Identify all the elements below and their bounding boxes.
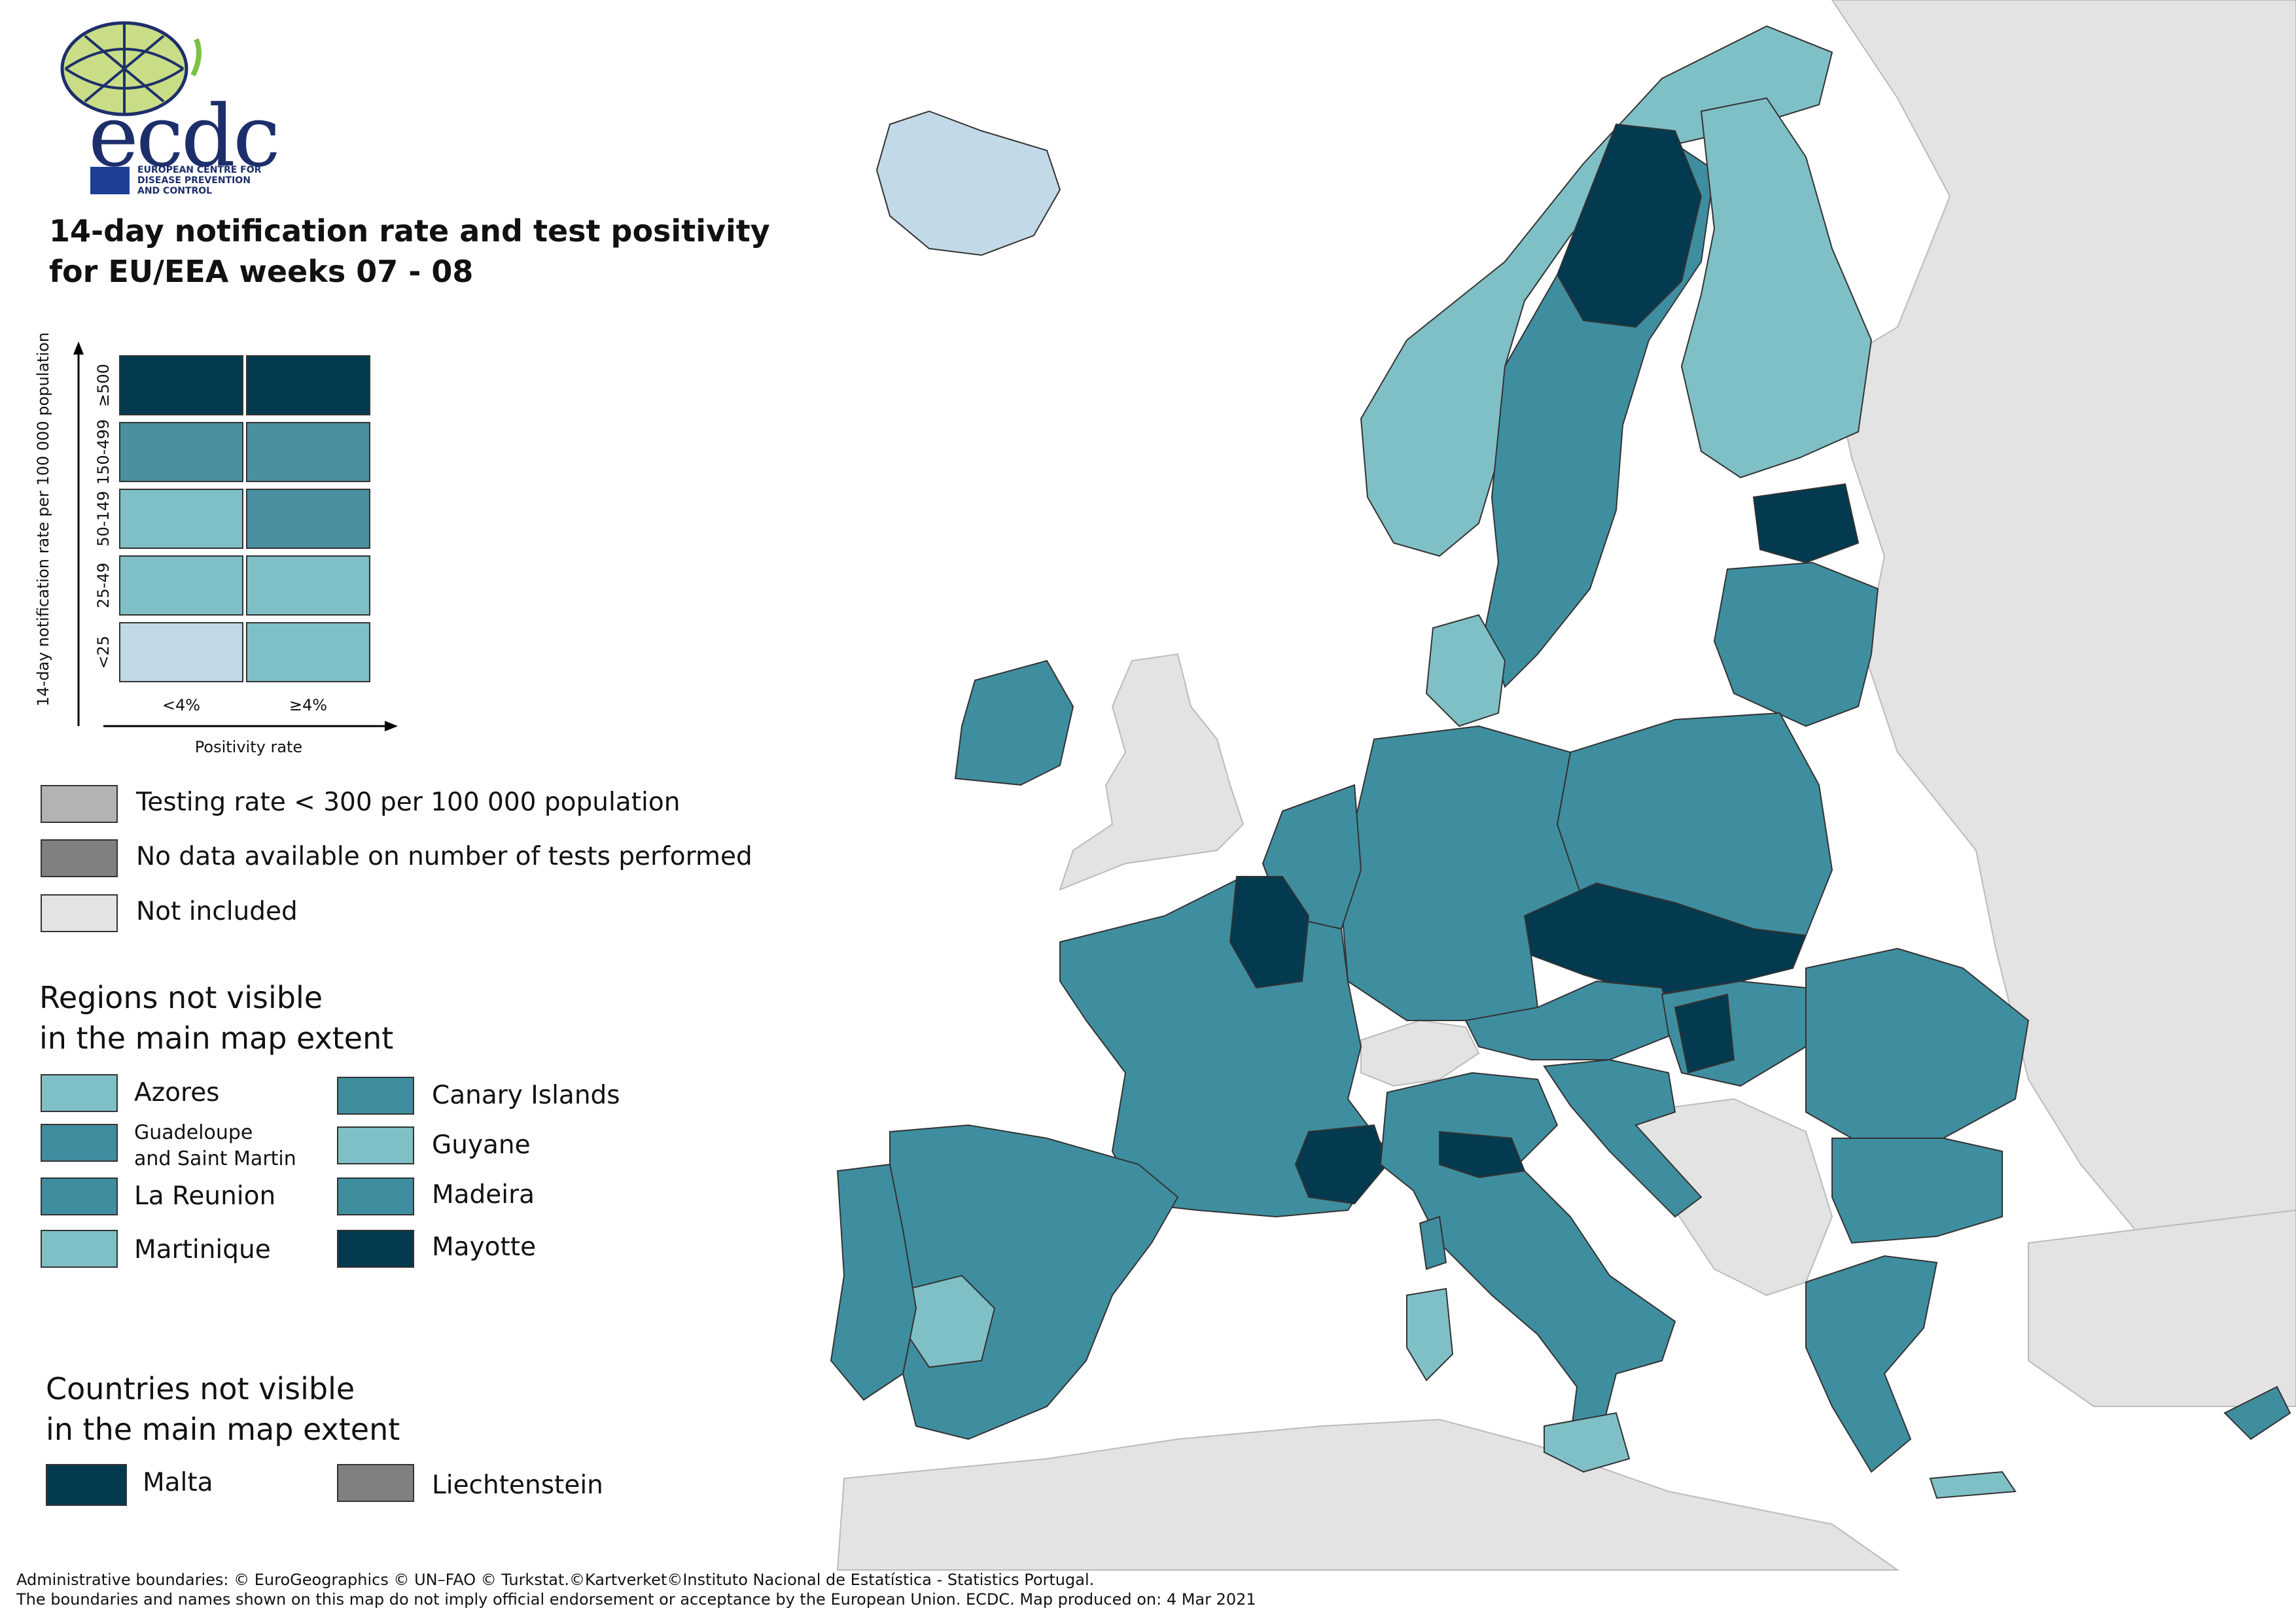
finland-region [1680,97,1873,479]
eu-countries [830,25,2291,1499]
swatch-martinique [41,1230,118,1268]
bivariate-cell [119,422,243,482]
france-dark-region-north [1229,876,1310,989]
logo-subtitle-line2: DISEASE PREVENTION [137,175,251,186]
label-guyane: Guyane [432,1130,531,1160]
swatch-mayotte [337,1230,414,1268]
bivariate-cell [119,622,243,682]
greece-region [1805,1255,1938,1473]
corsica-region [1419,1215,1447,1270]
ireland-region [954,659,1074,786]
hungary-dark-region [1674,993,1735,1074]
label-guadeloupe: Guadeloupe and Saint Martin [134,1120,296,1172]
swatch-madeira [337,1177,414,1215]
bivariate-cell [246,555,370,616]
bivariate-cell [246,355,370,415]
bivariate-cell [246,422,370,482]
title-line2: for EU/EEA weeks 07 - 08 [49,254,474,289]
label-guadeloupe-line1: Guadeloupe [134,1121,253,1144]
bivariate-cell [119,355,243,415]
ecdc-globe-logo [60,21,202,116]
north-africa-region [836,1418,1900,1571]
map-title: 14-day notification rate and test positi… [49,211,821,292]
crete-region [1929,1471,2017,1499]
label-liechtenstein: Liechtenstein [432,1471,603,1500]
col-label: <4% [162,696,201,714]
label-guadeloupe-line2: and Saint Martin [134,1147,296,1170]
turkey-region [2028,1209,2296,1407]
france-dark-region-south [1294,1124,1388,1205]
croatia-region [1543,1058,1703,1218]
swatch-liechtenstein [337,1464,414,1502]
swatch-canary-islands [337,1077,414,1115]
baltics-region [1713,561,1879,727]
estonia-region [1752,483,1860,564]
row-label: ≥500 [94,364,113,407]
legend-no-data: No data available on number of tests per… [136,842,752,871]
label-la-reunion: La Reunion [134,1181,276,1211]
iceland-region [875,110,1061,256]
italy-dark-region [1439,1130,1526,1179]
x-axis-label: Positivity rate [194,738,303,756]
logo-subtitle-line1: EUROPEAN CENTRE FOR [137,165,262,175]
switzerland-region [1360,1019,1480,1087]
row-label: <25 [94,635,113,669]
bivariate-cell [119,555,243,616]
regions-section-title: Regions not visible in the main map exte… [39,977,393,1058]
germany-region [1340,725,1585,1021]
swatch-azores [41,1074,118,1112]
footer: Administrative boundaries: © EuroGeograp… [16,1570,1256,1609]
bivariate-cell [119,489,243,549]
romania-region [1805,947,2030,1139]
swatch-la-reunion [41,1177,118,1215]
legend-swatch-no-data [41,839,118,877]
regions-title-line2: in the main map extent [39,1020,394,1056]
legend-swatch-low-testing [41,785,118,823]
uk-region [1059,653,1245,891]
regions-title-line1: Regions not visible [39,980,323,1015]
countries-section-title: Countries not visible in the main map ex… [46,1368,400,1450]
y-axis-label: 14-day notification rate per 100 000 pop… [34,332,52,706]
swatch-malta [46,1464,127,1506]
portugal-region [830,1163,917,1401]
row-label: 150-499 [94,419,113,485]
legend-low-testing: Testing rate < 300 per 100 000 populatio… [136,788,680,817]
czechia-slovakia-region [1523,882,1807,996]
sicily-region [1544,1412,1631,1473]
row-label: 25-49 [94,563,113,608]
logo-subtitle: EUROPEAN CENTRE FOR DISEASE PREVENTION A… [137,165,261,196]
swatch-guadeloupe [41,1124,118,1162]
cyprus-region [2223,1386,2291,1440]
label-malta: Malta [143,1468,213,1497]
sweden-north-region [1556,123,1703,328]
footer-line2: The boundaries and names shown on this m… [16,1590,1256,1609]
label-mayotte: Mayotte [432,1232,537,1262]
label-martinique: Martinique [134,1235,271,1264]
legend-swatch-not-included [41,894,118,932]
bivariate-cell [246,622,370,682]
countries-title-line1: Countries not visible [46,1371,355,1406]
col-label: ≥4% [289,696,328,714]
non-eu-land [836,0,2296,1571]
bivariate-axes [73,341,398,731]
bulgaria-region [1831,1138,2003,1244]
countries-title-line2: in the main map extent [46,1412,400,1447]
bivariate-cell [246,489,370,549]
label-canary-islands: Canary Islands [432,1081,620,1110]
label-madeira: Madeira [432,1180,535,1210]
label-azores: Azores [134,1078,220,1107]
row-label: 50-149 [94,491,113,547]
footer-line1: Administrative boundaries: © EuroGeograp… [16,1571,1095,1589]
legend-not-included: Not included [136,897,298,926]
logo-subtitle-line3: AND CONTROL [137,186,213,196]
swatch-guyane [337,1126,414,1164]
sardinia-region [1406,1287,1454,1382]
eu-flag-icon [90,167,130,194]
denmark-region [1425,614,1506,727]
title-line1: 14-day notification rate and test positi… [49,213,770,249]
